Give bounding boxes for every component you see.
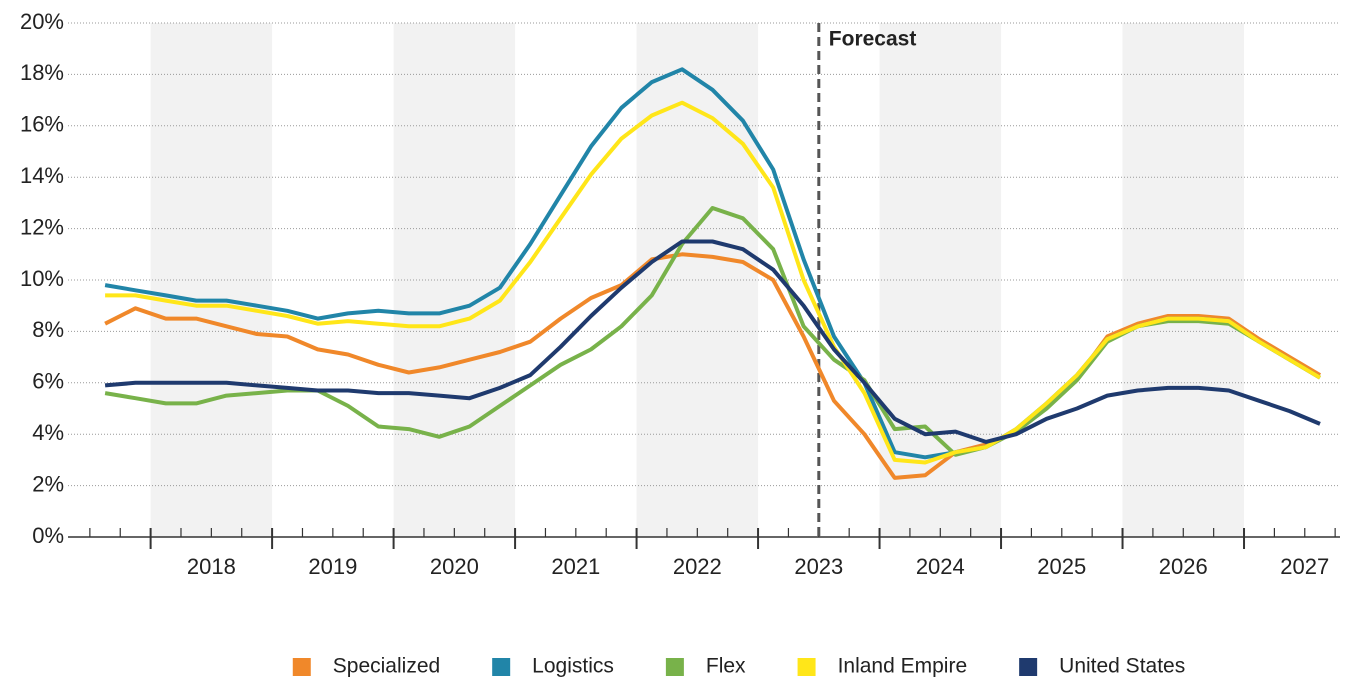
year-band (393, 23, 516, 537)
legend-swatch (1019, 658, 1038, 676)
x-tick-label: 2021 (551, 554, 600, 579)
legend-label: Logistics (532, 655, 614, 678)
y-tick-label: 6% (32, 369, 64, 394)
x-tick-label: 2022 (673, 554, 722, 579)
year-band (636, 23, 759, 537)
year-band (1122, 23, 1245, 537)
year-band (150, 23, 273, 537)
y-tick-label: 2% (32, 471, 64, 496)
y-tick-label: 16% (20, 112, 64, 137)
legend-swatch (492, 658, 511, 676)
x-tick-label: 2023 (794, 554, 843, 579)
y-tick-label: 12% (20, 214, 64, 239)
y-tick-label: 8% (32, 317, 64, 342)
legend-swatch (665, 658, 684, 676)
legend-label: Flex (706, 655, 746, 678)
series-line (105, 100, 1322, 465)
legend-label: Specialized (333, 655, 440, 678)
x-tick-label: 2026 (1159, 554, 1208, 579)
y-tick-label: 14% (20, 163, 64, 188)
x-tick-label: 2018 (187, 554, 236, 579)
y-tick-label: 10% (20, 266, 64, 291)
forecast-label: Forecast (829, 28, 917, 51)
x-tick-label: 2027 (1280, 554, 1329, 579)
x-tick-label: 2024 (916, 554, 965, 579)
legend-label: United States (1059, 655, 1185, 678)
series-line (104, 239, 1321, 444)
legend-swatch (292, 658, 311, 676)
series-line (104, 252, 1322, 480)
y-tick-label: 18% (20, 60, 64, 85)
y-tick-label: 0% (32, 523, 64, 548)
y-tick-label: 20% (20, 9, 64, 34)
legend: Specialized Logistics Flex Inland Empire Uni… (292, 655, 1185, 678)
x-tick-label: 2025 (1037, 554, 1086, 579)
y-tick-label: 4% (32, 420, 64, 445)
legend-label: Inland Empire (838, 655, 968, 678)
x-tick-label: 2019 (308, 554, 357, 579)
x-tick-label: 2020 (430, 554, 479, 579)
legend-swatch (797, 658, 816, 676)
